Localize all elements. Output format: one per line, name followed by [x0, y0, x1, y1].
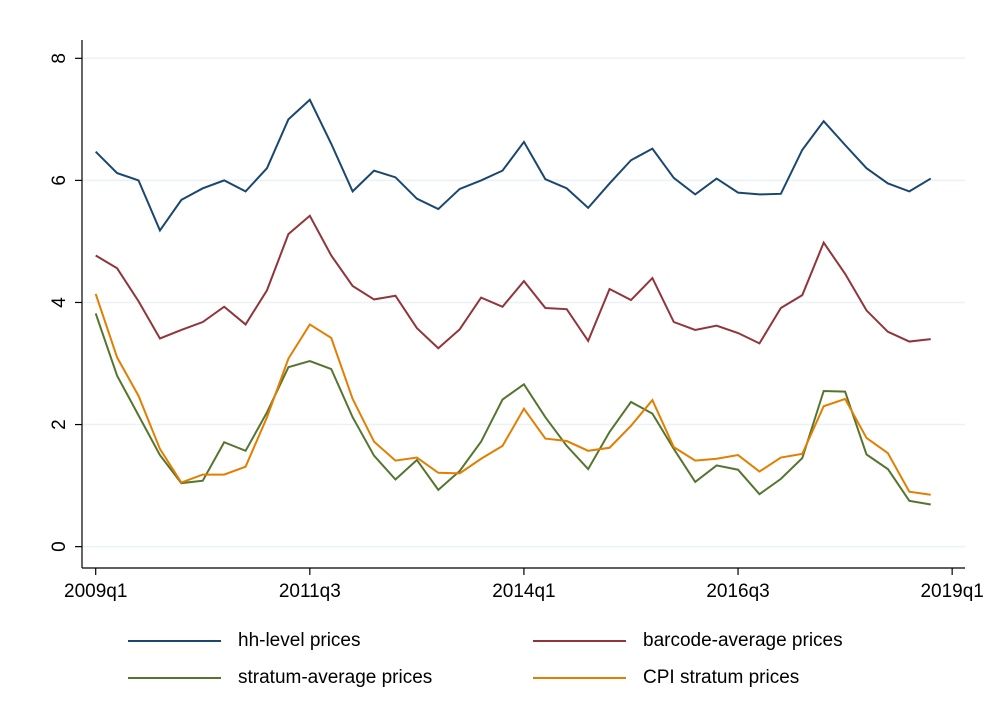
x-tick-label: 2009q1	[64, 581, 127, 602]
x-tick-label: 2011q3	[279, 581, 341, 602]
series-line	[95, 214, 931, 350]
y-tick-label: 8	[49, 53, 70, 64]
legend-label: hh-level prices	[238, 630, 361, 651]
x-tick-label: 2016q3	[706, 581, 769, 602]
legend-label: CPI stratum prices	[643, 667, 799, 688]
series-line	[94, 98, 932, 233]
y-tick-label: 2	[49, 419, 70, 430]
y-tick-label: 4	[49, 297, 70, 308]
x-tick-label: 2014q1	[492, 581, 555, 602]
y-tick-label: 6	[49, 175, 70, 186]
legend-label: stratum-average prices	[238, 667, 432, 688]
legend-label: barcode-average prices	[643, 630, 843, 651]
x-tick-label: 2019q1	[920, 581, 983, 602]
series-line	[94, 293, 931, 496]
y-tick-label: 0	[49, 541, 70, 552]
series-line	[94, 313, 931, 506]
